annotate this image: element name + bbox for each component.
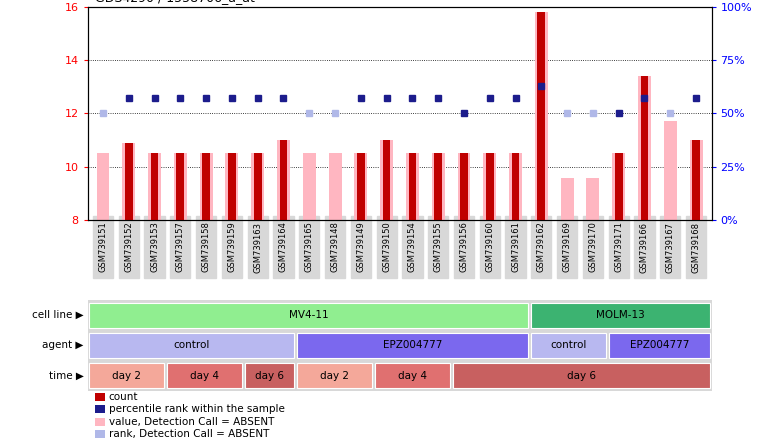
Bar	[151, 154, 158, 220]
Text: control: control	[174, 341, 210, 350]
Text: MOLM-13: MOLM-13	[596, 310, 645, 320]
Bar	[457, 154, 470, 220]
Bar	[225, 154, 238, 220]
Bar	[89, 302, 528, 328]
Bar	[277, 140, 290, 220]
Bar	[279, 140, 288, 220]
Text: control: control	[550, 341, 587, 350]
Bar	[453, 363, 710, 388]
Text: GDS4290 / 1558706_a_at: GDS4290 / 1558706_a_at	[95, 0, 255, 4]
Bar	[245, 363, 294, 388]
Text: day 4: day 4	[190, 371, 219, 381]
Text: rank, Detection Call = ABSENT: rank, Detection Call = ABSENT	[109, 429, 269, 439]
Text: day 2: day 2	[320, 371, 349, 381]
Bar	[303, 154, 316, 220]
Bar	[609, 333, 710, 358]
Text: cell line ▶: cell line ▶	[32, 310, 84, 320]
Bar	[537, 12, 545, 220]
Bar	[97, 154, 110, 220]
Bar	[587, 178, 600, 220]
Bar	[375, 363, 450, 388]
Text: day 4: day 4	[398, 371, 427, 381]
Text: time ▶: time ▶	[49, 371, 84, 381]
Bar	[167, 363, 242, 388]
Bar	[383, 140, 390, 220]
Bar	[664, 122, 677, 220]
Text: agent ▶: agent ▶	[43, 341, 84, 350]
Text: day 2: day 2	[112, 371, 141, 381]
Bar	[89, 363, 164, 388]
Bar	[689, 140, 702, 220]
Bar	[380, 140, 393, 220]
Bar	[531, 302, 710, 328]
Bar	[511, 154, 520, 220]
Bar	[123, 143, 135, 220]
Bar	[228, 154, 236, 220]
Bar	[509, 154, 522, 220]
Bar	[486, 154, 494, 220]
Bar	[89, 333, 294, 358]
Bar	[357, 154, 365, 220]
Bar	[431, 154, 444, 220]
Bar	[148, 154, 161, 220]
Bar	[177, 154, 184, 220]
Bar	[297, 363, 372, 388]
Bar	[409, 154, 416, 220]
Bar	[329, 154, 342, 220]
Text: count: count	[109, 392, 139, 402]
Bar	[535, 12, 548, 220]
Bar	[613, 154, 625, 220]
Bar	[615, 154, 622, 220]
Text: percentile rank within the sample: percentile rank within the sample	[109, 404, 285, 414]
Text: value, Detection Call = ABSENT: value, Detection Call = ABSENT	[109, 417, 274, 427]
Bar	[435, 154, 442, 220]
Text: EPZ004777: EPZ004777	[630, 341, 689, 350]
Text: day 6: day 6	[567, 371, 596, 381]
Text: MV4-11: MV4-11	[288, 310, 328, 320]
Bar	[693, 140, 700, 220]
Bar	[406, 154, 419, 220]
Text: day 6: day 6	[255, 371, 284, 381]
Bar	[297, 333, 528, 358]
Text: EPZ004777: EPZ004777	[383, 341, 442, 350]
Bar	[254, 154, 262, 220]
Bar	[125, 143, 132, 220]
Bar	[561, 178, 574, 220]
Bar	[638, 76, 651, 220]
Bar	[355, 154, 368, 220]
Bar	[202, 154, 210, 220]
Bar	[174, 154, 186, 220]
Bar	[199, 154, 212, 220]
Bar	[641, 76, 648, 220]
Bar	[251, 154, 264, 220]
Bar	[531, 333, 606, 358]
Bar	[460, 154, 468, 220]
Bar	[483, 154, 496, 220]
